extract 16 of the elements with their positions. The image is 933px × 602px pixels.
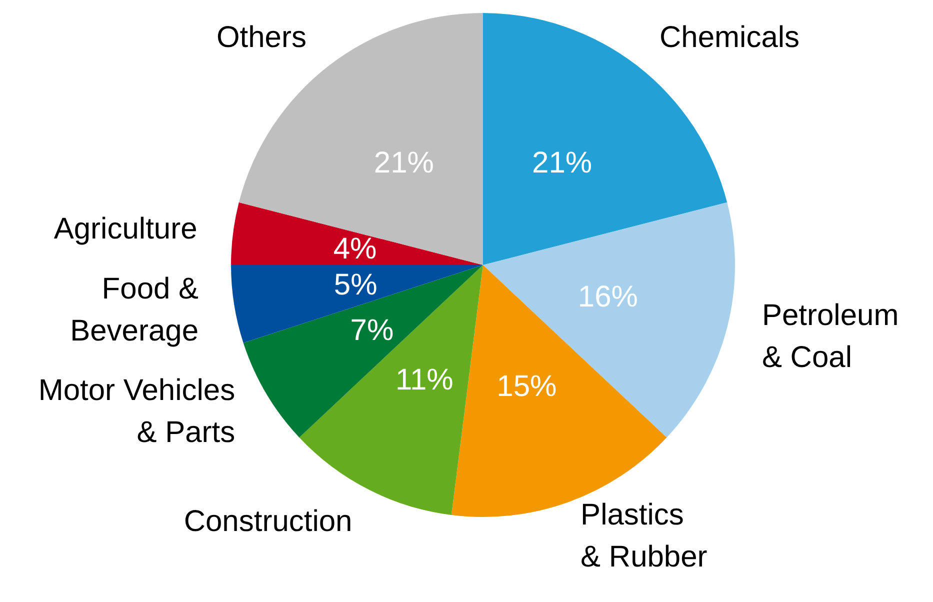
slice-label: Food & Beverage xyxy=(70,272,199,348)
slice-label: Others xyxy=(216,20,306,54)
data-label: 16% xyxy=(578,280,638,314)
data-label: 21% xyxy=(532,146,592,180)
slice-label: Motor Vehicles & Parts xyxy=(38,374,236,450)
data-label: 5% xyxy=(334,268,378,302)
slice-label: Construction xyxy=(184,505,352,538)
data-label: 7% xyxy=(350,314,394,348)
data-label: 15% xyxy=(496,370,557,403)
data-label: 21% xyxy=(374,146,434,180)
slice-label: Plastics & Rubber xyxy=(580,498,708,574)
slice-label: Chemicals xyxy=(660,20,800,54)
slice-label: Petroleum & Coal xyxy=(762,299,899,374)
data-label: 4% xyxy=(333,232,377,266)
slice-label: Agriculture xyxy=(54,212,198,246)
data-label: 11% xyxy=(396,363,454,396)
